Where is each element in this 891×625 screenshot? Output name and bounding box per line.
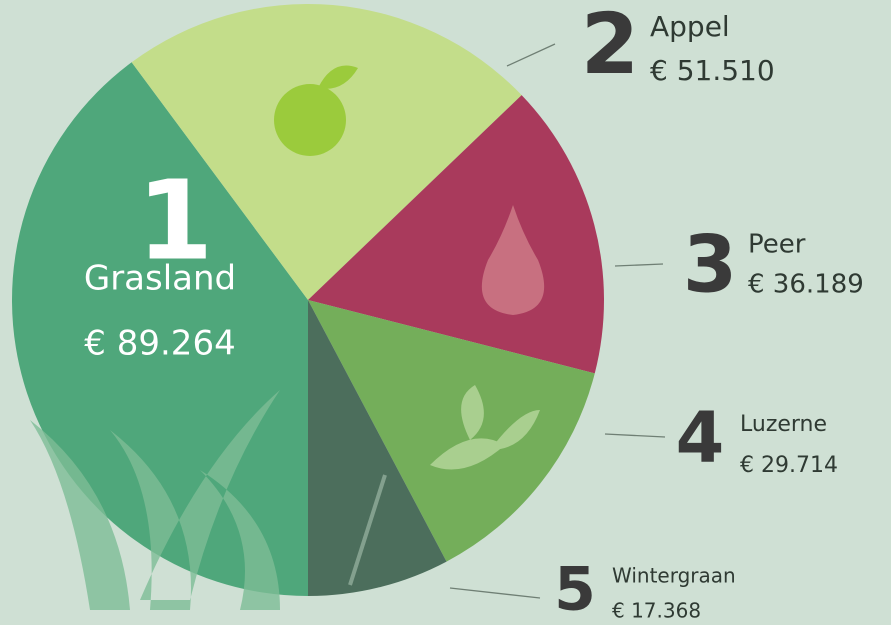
rank: 1 bbox=[137, 156, 214, 284]
slice bbox=[308, 300, 447, 596]
value-label: € 51.510 bbox=[650, 54, 775, 87]
leader-line bbox=[604, 433, 666, 438]
leader-line bbox=[449, 587, 541, 599]
rank: 3 bbox=[683, 220, 737, 310]
pie bbox=[11, 4, 604, 596]
value-label: € 17.368 bbox=[612, 599, 701, 623]
rank: 2 bbox=[581, 0, 639, 93]
rank: 5 bbox=[554, 555, 596, 625]
leader-lines bbox=[449, 43, 666, 599]
category-label: Wintergraan bbox=[612, 564, 736, 588]
value-label: € 89.264 bbox=[84, 324, 235, 364]
category-label: Appel bbox=[650, 10, 730, 43]
category-label: Grasland bbox=[84, 259, 236, 299]
rank: 4 bbox=[676, 397, 725, 479]
category-label: Luzerne bbox=[740, 412, 827, 437]
category-label: Peer bbox=[748, 230, 806, 260]
leader-line bbox=[506, 43, 556, 67]
value-label: € 29.714 bbox=[740, 453, 838, 478]
value-label: € 36.189 bbox=[748, 270, 864, 300]
leader-line bbox=[614, 263, 664, 267]
